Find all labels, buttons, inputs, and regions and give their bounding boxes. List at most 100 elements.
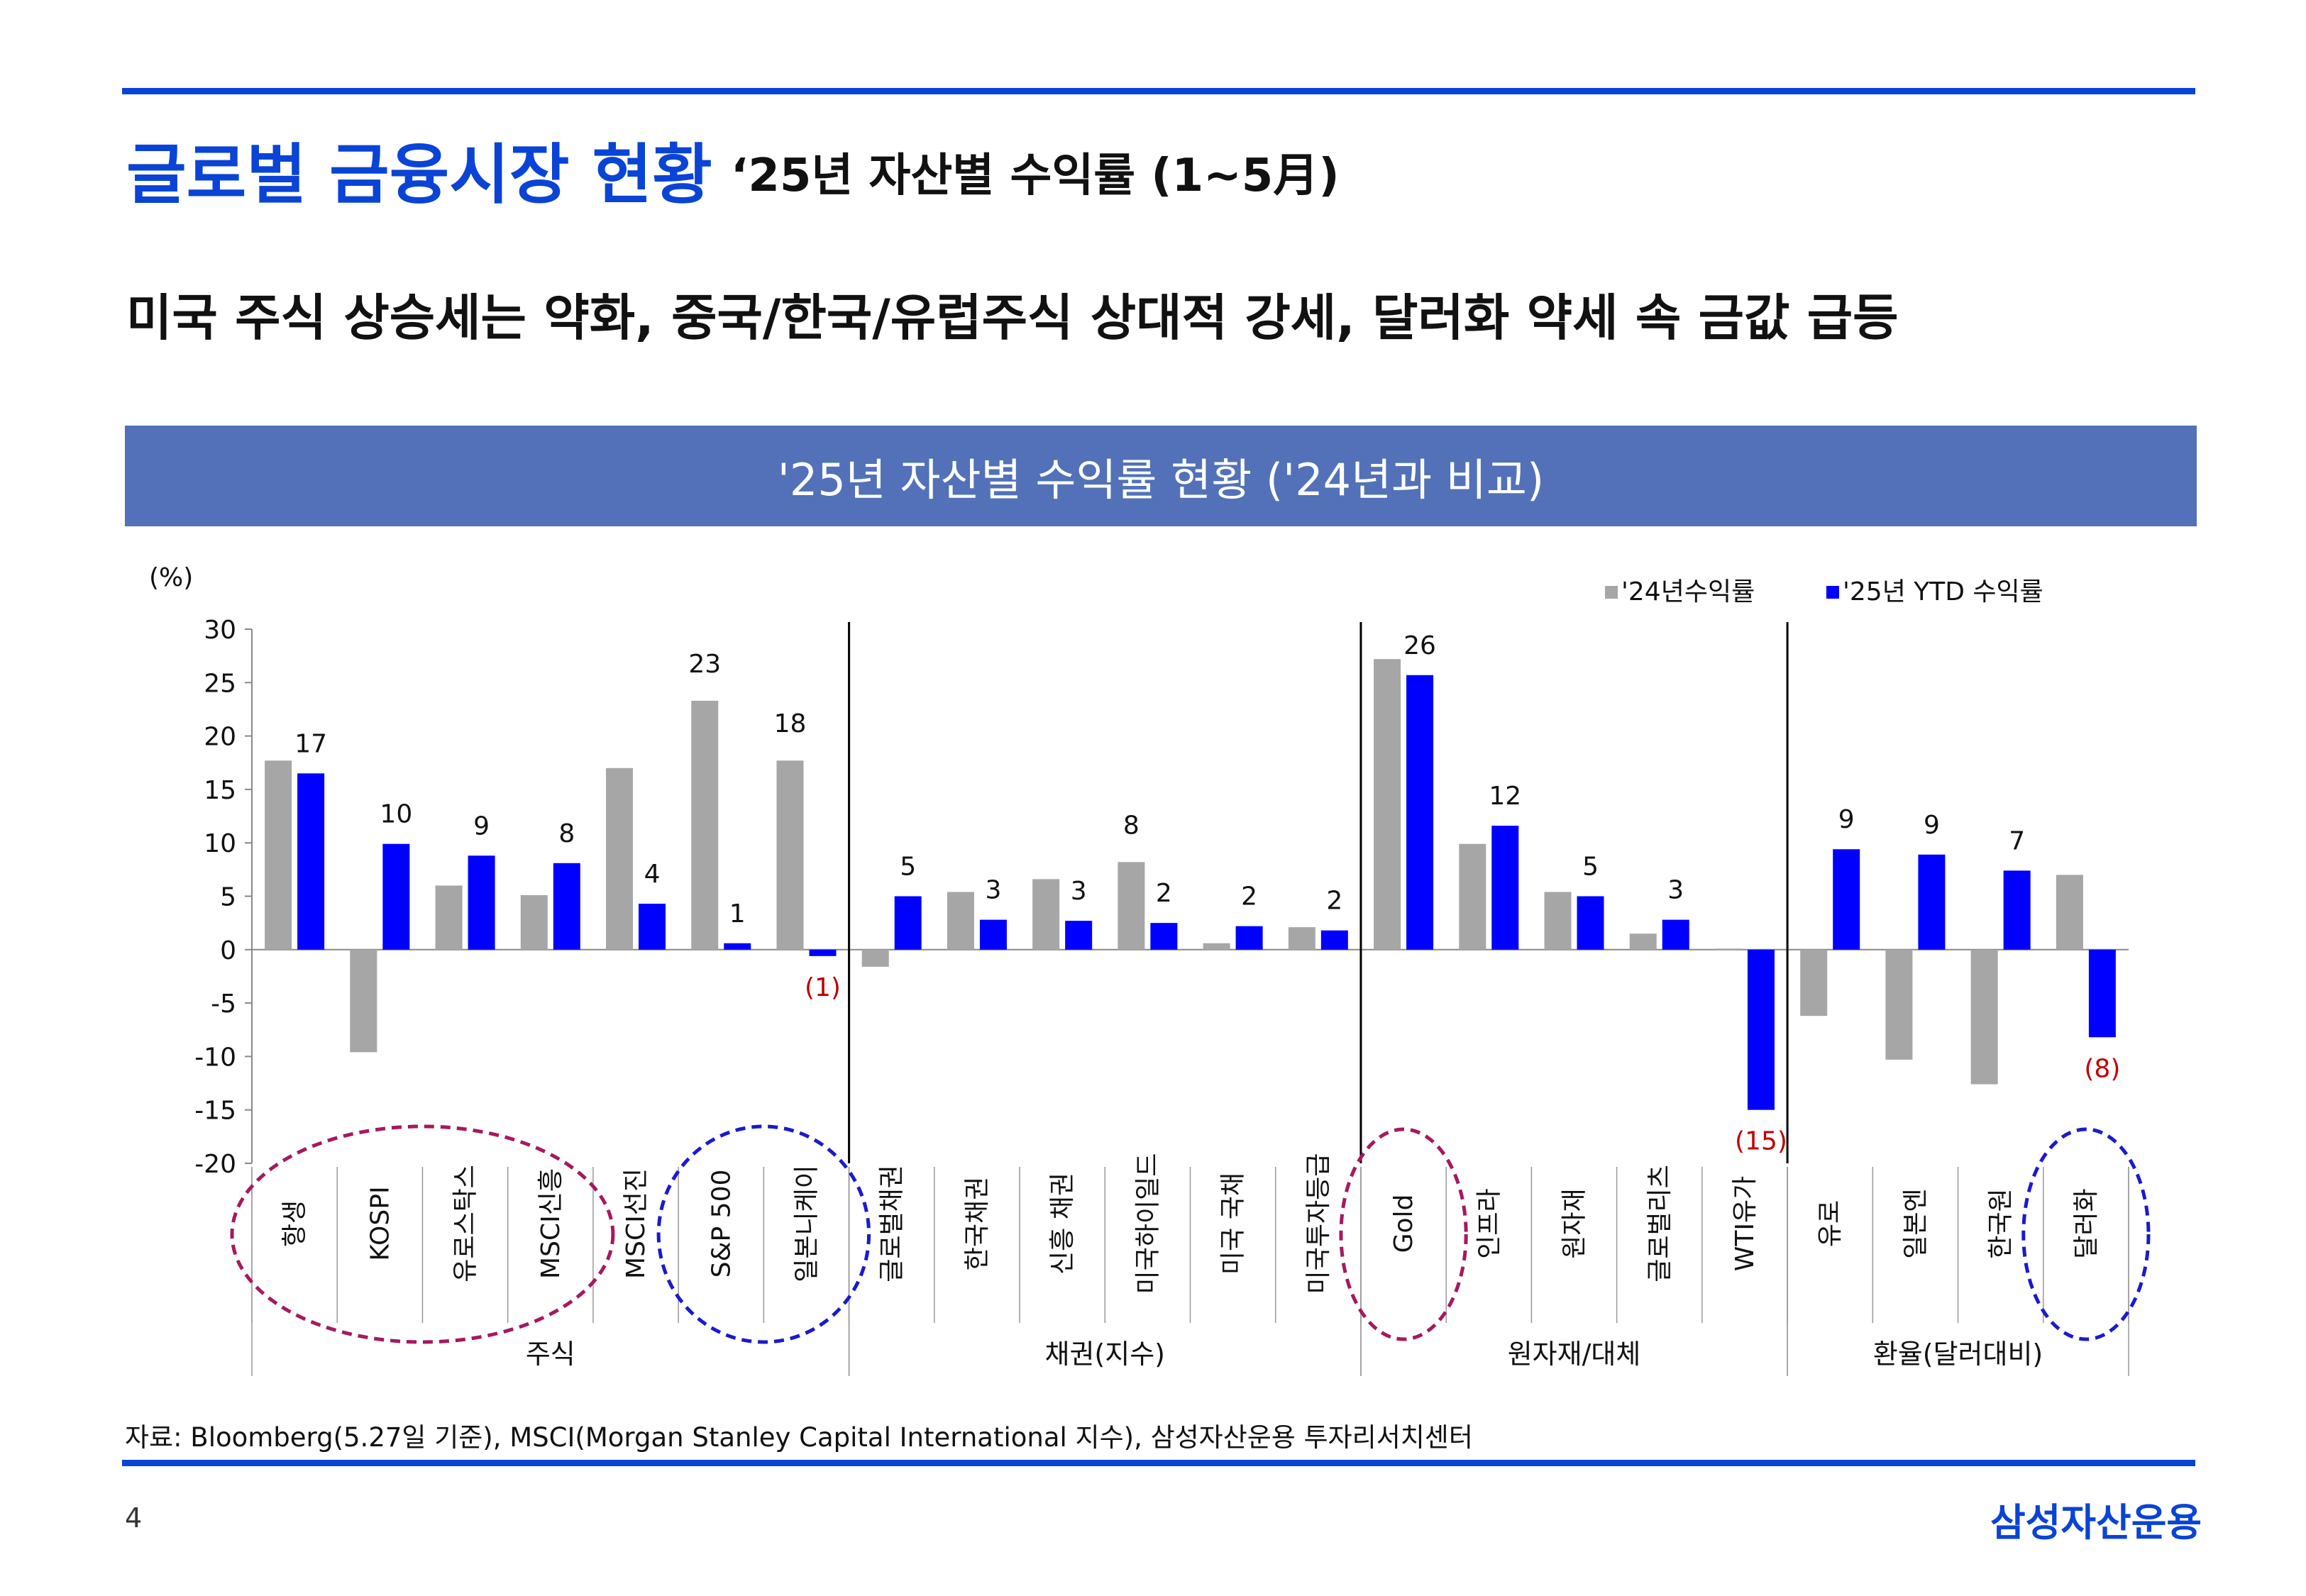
page-subtitle: ‘25년 자산별 수익률 (1~5月): [731, 150, 1340, 202]
bar-2025: [468, 855, 495, 950]
y-tick-label: -20: [194, 1150, 236, 1179]
bar-2025: [639, 904, 666, 950]
data-label-2024: 23: [688, 650, 721, 679]
data-label-2025: 9: [473, 811, 490, 841]
data-label-2025: 17: [294, 729, 327, 758]
bar-2024: [1970, 949, 1998, 1085]
bar-2024: [947, 892, 974, 950]
category-label: 항생: [280, 1200, 309, 1247]
data-label-2024: 8: [1123, 811, 1140, 840]
y-tick-label: 15: [204, 776, 236, 805]
bar-2025: [2088, 949, 2116, 1038]
data-label-2025: 5: [1582, 853, 1599, 882]
y-tick-label: 25: [204, 669, 236, 698]
highlight-circle: [2021, 1127, 2151, 1341]
legend-swatch-2024: [1605, 586, 1618, 599]
group-label: 채권(지수): [1045, 1339, 1166, 1370]
bar-2024: [606, 767, 634, 950]
bar-2024: [2056, 875, 2083, 950]
category-label: 미국 국채: [1219, 1173, 1248, 1275]
page-number: 4: [125, 1502, 143, 1534]
data-label-2025: 9: [1924, 811, 1940, 840]
headline: 미국 주식 상승세는 약화, 중국/한국/유럽주식 상대적 강세, 달러화 약세…: [126, 289, 1899, 347]
bar-2024: [1714, 948, 1742, 950]
page-title: 글로벌 금융시장 현황: [126, 137, 712, 213]
category-label: 미국하이일드: [1133, 1153, 1162, 1295]
data-label-2025: 10: [380, 800, 412, 829]
chart-banner: '25년 자산별 수익률 현황 ('24년과 비교): [125, 426, 2197, 526]
y-tick-label: 5: [220, 883, 236, 912]
source-note: 자료: Bloomberg(5.27일 기준), MSCI(Morgan Sta…: [125, 1422, 1473, 1453]
bar-2025: [724, 943, 751, 950]
bar-2024: [1288, 927, 1315, 950]
brand-logo: 삼성자산운용: [1990, 1500, 2202, 1545]
group-label: 주식: [526, 1339, 575, 1370]
bar-2025: [1320, 930, 1348, 950]
bar-2024: [1374, 659, 1401, 950]
data-label-2025: 26: [1403, 631, 1436, 660]
category-label: 글로벌리츠: [1645, 1165, 1675, 1282]
bar-2025: [894, 896, 922, 950]
bar-2025: [2003, 870, 2031, 950]
data-label-2025: 5: [900, 853, 916, 882]
top-divider: [122, 88, 2195, 94]
bar-2025: [1406, 675, 1434, 950]
y-tick-label: -10: [194, 1043, 236, 1072]
bar-2025: [809, 949, 837, 956]
data-label-2025: 1: [729, 899, 746, 929]
bar-2025: [1065, 921, 1093, 950]
bar-2025: [1150, 923, 1178, 950]
chart-banner-title: '25년 자산별 수익률 현황 ('24년과 비교): [777, 454, 1545, 506]
data-label-2025: 3: [985, 876, 1001, 905]
bottom-divider: [122, 1460, 2195, 1466]
y-tick-label: 10: [204, 829, 236, 858]
category-label: Gold: [1389, 1195, 1418, 1253]
bar-2025: [1662, 919, 1689, 950]
data-label-2025: 12: [1489, 782, 1521, 811]
category-label: 신흥 채권: [1048, 1173, 1077, 1275]
data-label-2025: (8): [2084, 1054, 2120, 1083]
data-labels: 17 10 9 8 4 1 (1) 5 3 3 2 2 2 26 12 5 3 (15) 9 9 7 (8) 8 23 18: [294, 631, 2120, 1156]
data-label-2025: 3: [1071, 877, 1087, 906]
category-label: 달러화: [2072, 1188, 2101, 1258]
bar-2025: [1577, 896, 1604, 950]
y-tick-label: 20: [204, 723, 236, 752]
highlight-circles: [230, 1124, 2151, 1344]
bar-2024: [1885, 949, 1913, 1060]
group-label: 환율(달러대비): [1873, 1339, 2043, 1370]
bar-2024: [1118, 862, 1145, 950]
bar-2025: [1918, 854, 1946, 950]
category-label: 원자재: [1560, 1188, 1589, 1258]
bar-2024: [350, 949, 377, 1053]
category-label: 일본엔: [1901, 1188, 1930, 1258]
y-tick-label: 30: [204, 616, 236, 645]
bar-2025: [1235, 926, 1263, 950]
bar-2025: [979, 919, 1007, 950]
bar-2025: [1833, 849, 1860, 950]
chart-legend: '24년수익률 '25년 YTD 수익률: [1605, 577, 2043, 606]
category-label: 유로: [1816, 1200, 1845, 1247]
category-label: MSCI선진: [622, 1168, 651, 1279]
category-label: 미국투자등급: [1304, 1153, 1333, 1295]
bar-2024: [520, 894, 548, 950]
legend-label-2025: '25년 YTD 수익률: [1843, 577, 2043, 606]
bar-2025: [1491, 826, 1519, 950]
legend-label-2024: '24년수익률: [1621, 577, 1755, 606]
bar-2025: [382, 843, 410, 950]
bar-2024: [861, 949, 889, 967]
y-axis-unit-label: (%): [149, 563, 193, 592]
category-label: 인프라: [1474, 1188, 1504, 1258]
highlight-circle: [230, 1124, 615, 1344]
bars: [265, 659, 2116, 1110]
category-label: 한국채권: [963, 1177, 992, 1270]
data-label-2025: 4: [644, 860, 661, 889]
bar-2025: [297, 773, 325, 950]
y-tick-label: -5: [211, 990, 236, 1019]
x-axis: 항생 KOSPI 유로스탁스 MSCI신흥 MSCI선진 S&P 500 일본니케이 글로벌채…: [251, 1153, 2129, 1376]
data-label-2025: 2: [1326, 887, 1342, 916]
data-label-2025: 2: [1156, 879, 1172, 908]
bar-2024: [1629, 933, 1657, 950]
y-tick-label: -15: [194, 1097, 236, 1126]
data-label-2025: (1): [805, 973, 841, 1002]
